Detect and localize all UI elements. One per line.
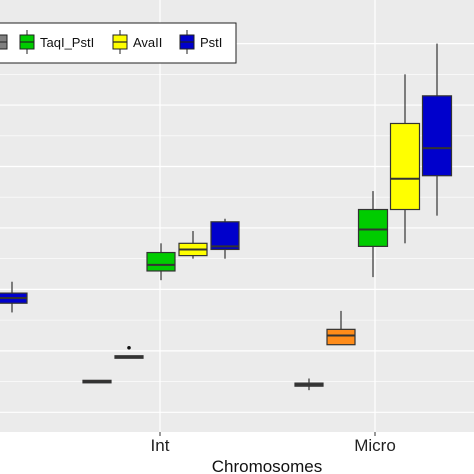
box-body <box>326 328 356 346</box>
box-body <box>389 122 421 211</box>
x-axis-title: Chromosomes <box>212 457 323 474</box>
box-5 <box>210 218 240 259</box>
outlier-point <box>127 345 131 350</box>
box-body <box>357 208 389 247</box>
box-6 <box>294 378 324 391</box>
x-tick-label: Int <box>151 436 170 455</box>
box-0 <box>0 281 28 313</box>
box-9 <box>389 74 421 244</box>
box-series <box>0 43 453 391</box>
major-gridlines <box>0 0 474 432</box>
box-2 <box>114 345 144 359</box>
box-1 <box>82 379 112 384</box>
box-7 <box>326 310 356 346</box>
plot-panel <box>0 0 474 432</box>
box-4 <box>178 231 208 259</box>
box-10 <box>421 43 453 216</box>
box-body <box>146 251 176 272</box>
box-body <box>421 95 453 177</box>
legend: TaqI_PstI AvaII PstI <box>0 22 237 64</box>
legend-label-2: PstI <box>200 35 222 50</box>
box-body <box>210 221 240 251</box>
box-8 <box>357 191 389 278</box>
minor-gridlines <box>0 74 474 382</box>
legend-label-1: AvaII <box>133 35 162 50</box>
x-axis-ticks: Int Micro <box>151 432 396 455</box>
x-tick-label: Micro <box>354 436 396 455</box>
legend-label-0: TaqI_PstI <box>40 35 94 50</box>
box-3 <box>146 243 176 281</box>
